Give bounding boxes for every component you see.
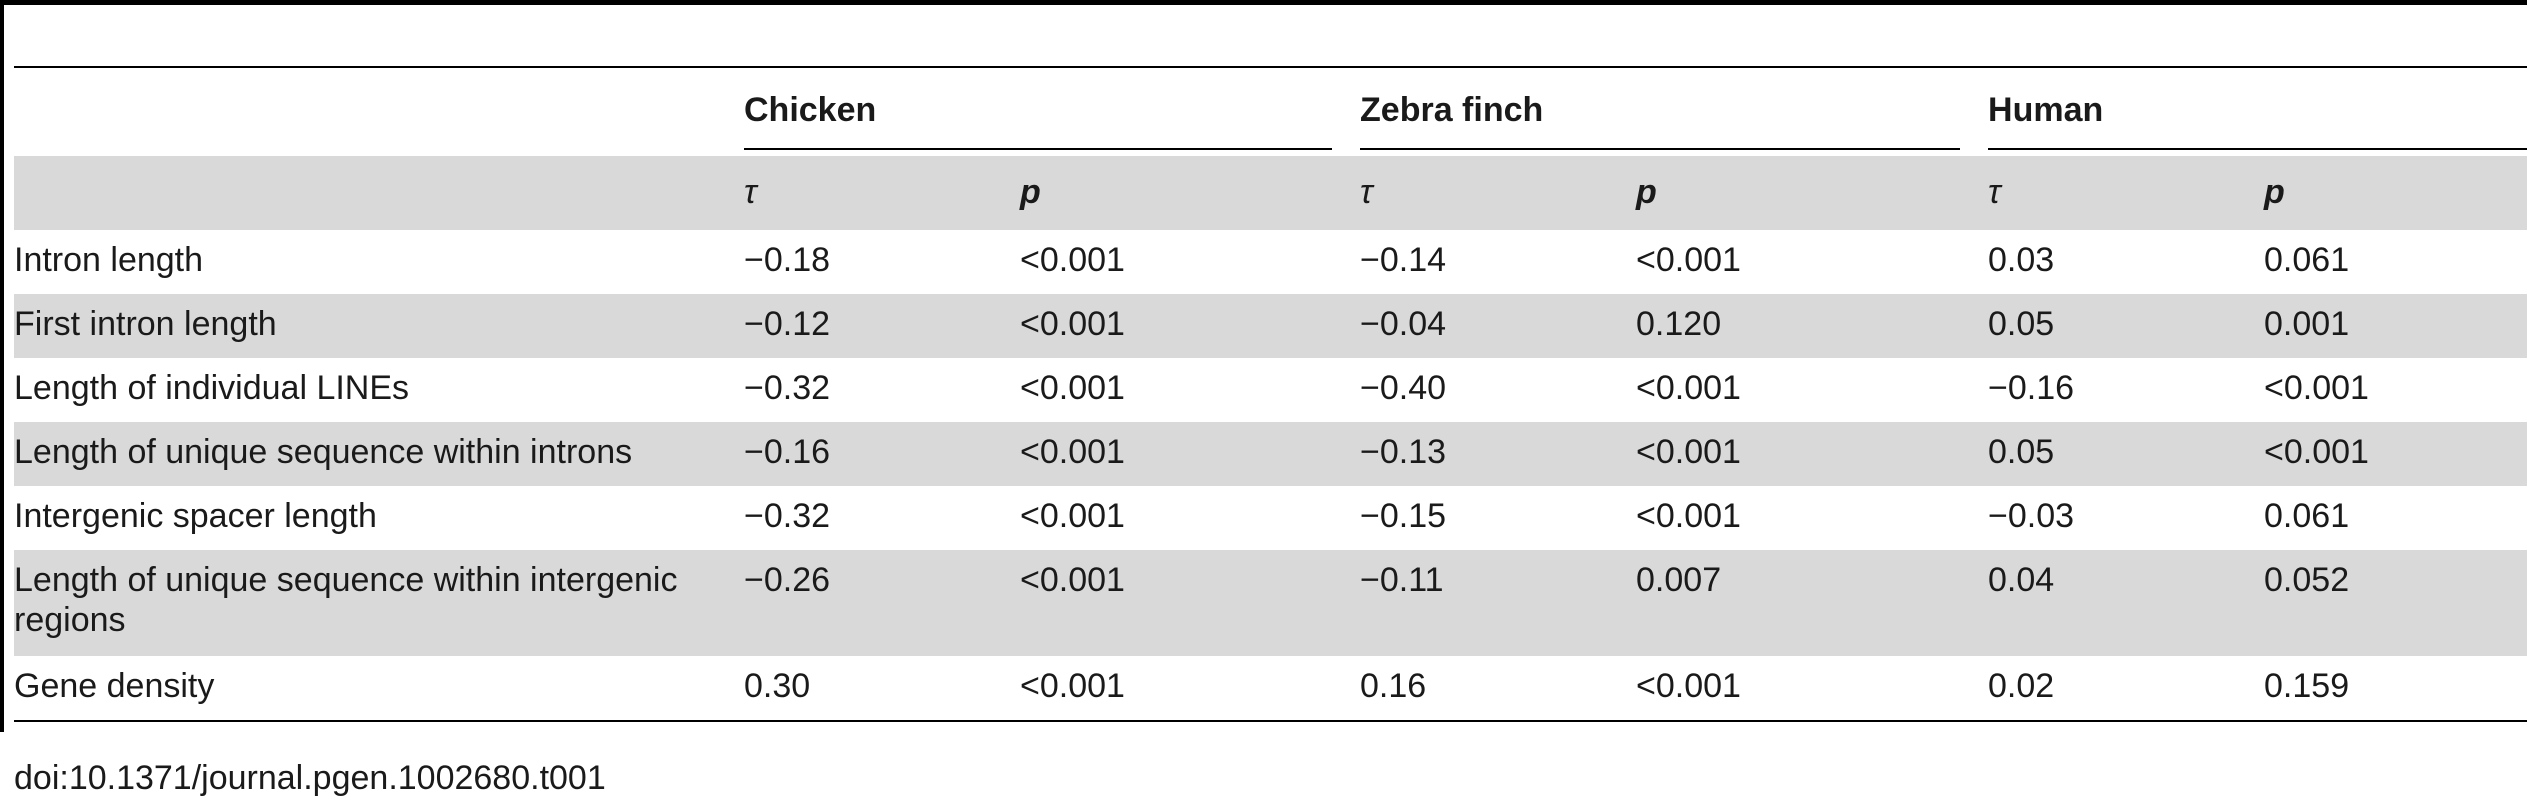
row-label: Length of individual LINEs xyxy=(14,369,410,407)
table-cell: 0.03 xyxy=(1988,241,2055,279)
table-cell: <0.001 xyxy=(1636,241,1741,279)
row-label-header xyxy=(14,68,744,156)
row-label: Length of unique sequence within interge… xyxy=(14,550,744,656)
table-top-rule xyxy=(14,66,2527,68)
row-label: Intron length xyxy=(14,241,204,279)
table-cell: <0.001 xyxy=(1020,667,1125,705)
table-cell: <0.001 xyxy=(2264,422,2527,486)
table-cell: 0.05 xyxy=(1988,422,2265,486)
table-cell: 0.061 xyxy=(2264,241,2350,279)
table-row: First intron length −0.12 <0.001 −0.04 0… xyxy=(14,294,2527,358)
table-cell: 0.05 xyxy=(1988,294,2265,358)
group-header-human: Human xyxy=(1988,68,2527,156)
top-border-rule xyxy=(0,0,2527,5)
table-cell: 0.052 xyxy=(2264,550,2527,656)
table-cell: 0.04 xyxy=(1988,550,2265,656)
subheader-p: p xyxy=(1636,156,1989,230)
table-cell: <0.001 xyxy=(2264,369,2369,407)
table-cell: <0.001 xyxy=(1636,667,1741,705)
left-border-rule xyxy=(0,0,4,732)
table-cell: 0.007 xyxy=(1636,550,1989,656)
table-cell: <0.001 xyxy=(1636,369,1741,407)
table-cell: −0.14 xyxy=(1360,241,1447,279)
table-cell: <0.001 xyxy=(1020,497,1125,535)
table-row: Length of unique sequence within interge… xyxy=(14,550,2527,656)
subheader-blank xyxy=(14,156,744,230)
table-cell: <0.001 xyxy=(1020,294,1361,358)
subheader-row: τ p τ p τ p xyxy=(14,156,2527,230)
table-cell: −0.18 xyxy=(744,241,831,279)
table-cell: <0.001 xyxy=(1636,422,1989,486)
table-cell: <0.001 xyxy=(1020,550,1361,656)
row-label: Gene density xyxy=(14,667,215,705)
table-body: Intron length −0.18 <0.001 −0.14 <0.001 … xyxy=(14,230,2527,720)
group-header-chicken: Chicken xyxy=(744,68,1360,156)
table-cell: 0.001 xyxy=(2264,294,2527,358)
table-cell: <0.001 xyxy=(1020,422,1361,486)
group-header-row: Chicken Zebra finch Human xyxy=(14,68,2527,156)
table-cell: <0.001 xyxy=(1020,241,1125,279)
table-cell: <0.001 xyxy=(1636,497,1741,535)
row-label: Intergenic spacer length xyxy=(14,497,377,535)
data-table-container: Chicken Zebra finch Human τ p τ p τ p In… xyxy=(14,66,2527,722)
table-bottom-rule xyxy=(14,720,2527,722)
correlation-table: Chicken Zebra finch Human τ p τ p τ p In… xyxy=(14,68,2527,720)
table-row: Length of individual LINEs −0.32 <0.001 … xyxy=(14,358,2527,422)
table-cell: −0.03 xyxy=(1988,497,2075,535)
table-cell: −0.32 xyxy=(744,369,831,407)
table-cell: −0.11 xyxy=(1360,550,1637,656)
doi-footnote: doi:10.1371/journal.pgen.1002680.t001 xyxy=(14,759,606,797)
table-cell: −0.15 xyxy=(1360,497,1447,535)
table-cell: 0.159 xyxy=(2264,667,2350,705)
subheader-tau: τ xyxy=(744,156,1020,230)
table-cell: −0.12 xyxy=(744,294,1020,358)
table-cell: 0.30 xyxy=(744,667,811,705)
table-cell: −0.16 xyxy=(1988,369,2075,407)
table-cell: 0.16 xyxy=(1360,667,1427,705)
table-cell: −0.16 xyxy=(744,422,1020,486)
table-cell: <0.001 xyxy=(1020,369,1125,407)
group-header-zebra-finch: Zebra finch xyxy=(1360,68,1988,156)
table-cell: −0.32 xyxy=(744,497,831,535)
row-label: First intron length xyxy=(14,294,744,358)
table-cell: 0.061 xyxy=(2264,497,2350,535)
table-row: Length of unique sequence within introns… xyxy=(14,422,2527,486)
table-cell: 0.02 xyxy=(1988,667,2055,705)
row-label: Length of unique sequence within introns xyxy=(14,422,744,486)
table-row: Gene density 0.30 <0.001 0.16 <0.001 0.0… xyxy=(14,656,2527,720)
table-row: Intron length −0.18 <0.001 −0.14 <0.001 … xyxy=(14,230,2527,294)
subheader-p: p xyxy=(2264,156,2527,230)
table-cell: −0.26 xyxy=(744,550,1020,656)
table-cell: −0.13 xyxy=(1360,422,1637,486)
subheader-tau: τ xyxy=(1360,156,1637,230)
table-cell: 0.120 xyxy=(1636,294,1989,358)
subheader-tau: τ xyxy=(1988,156,2265,230)
subheader-p: p xyxy=(1020,156,1361,230)
table-row: Intergenic spacer length −0.32 <0.001 −0… xyxy=(14,486,2527,550)
table-cell: −0.04 xyxy=(1360,294,1637,358)
table-cell: −0.40 xyxy=(1360,369,1447,407)
